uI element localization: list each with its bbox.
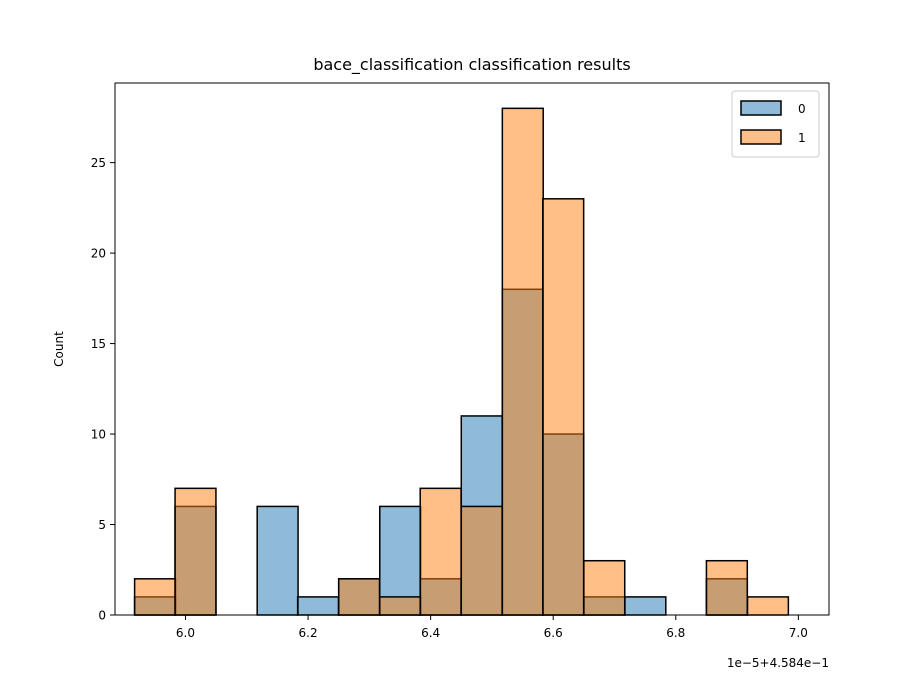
bar-series-1-bin-9 xyxy=(501,107,544,616)
bar-series-1-bin-0 xyxy=(133,578,177,616)
x-tick-label: 6.6 xyxy=(544,626,563,640)
x-tick-label: 6.8 xyxy=(666,626,685,640)
y-tick-label: 25 xyxy=(91,156,106,170)
bar-series-1-bin-8 xyxy=(460,505,503,616)
bar-series-1-bin-7 xyxy=(419,487,462,616)
bar-series-0-bin-4 xyxy=(296,596,340,616)
x-tick-label: 6.2 xyxy=(299,626,318,640)
bar-series-1-bin-15 xyxy=(746,596,790,616)
legend-label-1: 1 xyxy=(798,131,806,145)
x-axis-offset-label: 1e−5+4.584e−1 xyxy=(727,656,829,670)
y-tick-label: 5 xyxy=(98,518,106,532)
bar-series-0-bin-3 xyxy=(256,505,299,616)
bar-series-1-bin-1 xyxy=(174,487,217,616)
plot-frame xyxy=(114,82,830,616)
legend-swatch-1 xyxy=(740,129,782,145)
bar-series-0-bin-12 xyxy=(624,596,667,616)
bar-series-1-bin-11 xyxy=(583,559,626,616)
bar-series-1-bin-14 xyxy=(705,559,749,616)
x-axis-ticks: 6.0 6.2 6.4 6.6 6.8 7.0 xyxy=(176,615,808,640)
legend-swatch-0 xyxy=(740,100,782,116)
bar-series-1-bin-5 xyxy=(337,578,381,616)
bar-series-1-bin-10 xyxy=(542,198,585,616)
x-tick-label: 7.0 xyxy=(789,626,808,640)
x-tick-label: 6.0 xyxy=(176,626,195,640)
y-axis-ticks: 0 5 10 15 20 25 xyxy=(91,156,115,623)
y-tick-label: 15 xyxy=(91,337,106,351)
y-tick-label: 0 xyxy=(98,609,106,623)
legend: 01 xyxy=(731,90,820,158)
y-tick-label: 10 xyxy=(91,428,106,442)
legend-label-0: 0 xyxy=(798,102,806,116)
y-axis-label: Count xyxy=(52,331,66,367)
series-1-bars xyxy=(133,107,790,616)
bar-series-1-bin-6 xyxy=(379,596,422,616)
y-tick-label: 20 xyxy=(91,247,106,261)
chart-title: bace_classification classification resul… xyxy=(313,55,630,75)
x-tick-label: 6.4 xyxy=(421,626,440,640)
